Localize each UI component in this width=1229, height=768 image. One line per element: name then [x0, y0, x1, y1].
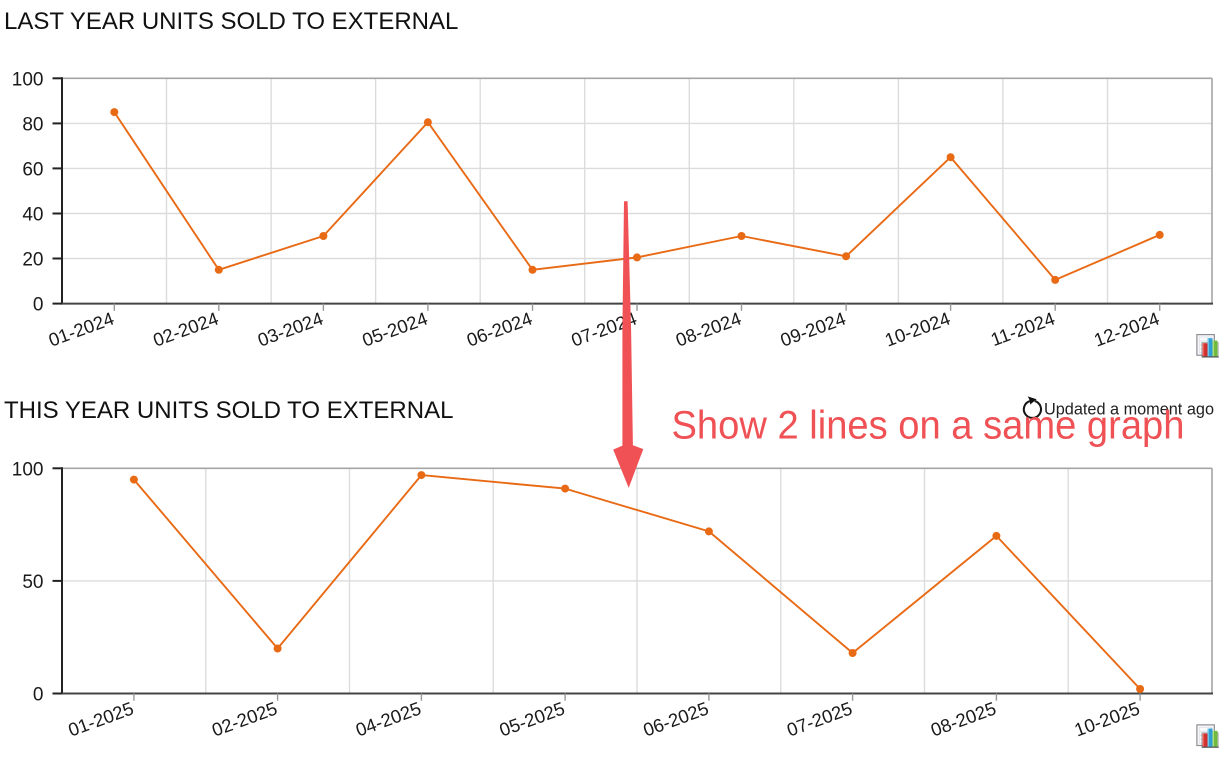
svg-text:LAST YEAR UNITS SOLD TO EXTERN: LAST YEAR UNITS SOLD TO EXTERNAL [4, 8, 458, 35]
svg-text:20: 20 [22, 250, 43, 271]
svg-text:100: 100 [12, 459, 44, 480]
svg-text:0: 0 [33, 685, 44, 706]
svg-text:100: 100 [12, 69, 44, 90]
svg-text:THIS YEAR UNITS SOLD TO EXTERN: THIS YEAR UNITS SOLD TO EXTERNAL [4, 397, 453, 424]
svg-text:Updated a moment ago: Updated a moment ago [1044, 399, 1214, 418]
svg-text:60: 60 [22, 160, 43, 181]
svg-text:50: 50 [22, 572, 43, 593]
svg-text:40: 40 [22, 205, 43, 226]
svg-text:80: 80 [22, 115, 43, 136]
svg-text:0: 0 [33, 295, 44, 316]
svg-text:Show 2 lines on a same graph: Show 2 lines on a same graph [672, 404, 1185, 448]
